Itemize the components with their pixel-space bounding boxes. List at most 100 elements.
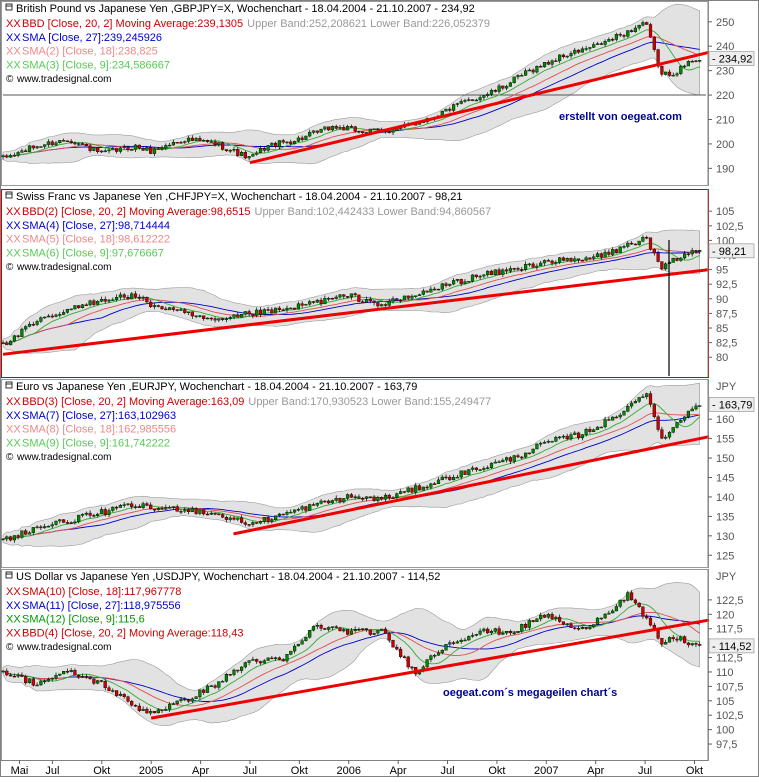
candle-body — [353, 496, 357, 498]
candle-body — [224, 517, 228, 520]
candle-body — [577, 432, 581, 439]
candle-body — [293, 141, 297, 144]
candle-body — [395, 647, 399, 650]
candle-body — [274, 307, 278, 314]
candle-body — [542, 260, 547, 264]
candle-body — [448, 476, 452, 481]
y-tick-label: 145 — [716, 473, 734, 485]
candle-body — [429, 483, 433, 488]
candle-body — [213, 141, 217, 146]
candle-body — [62, 140, 66, 142]
candle-body — [346, 126, 350, 131]
last-value-box — [708, 243, 755, 259]
legend-xx-marker: XX — [6, 410, 21, 422]
candle-body — [698, 644, 702, 646]
y-tick-label: 130 — [716, 531, 734, 543]
candle-body — [266, 657, 270, 661]
candle-body — [194, 138, 198, 141]
candle-body — [580, 627, 584, 630]
candle-body — [277, 657, 281, 660]
candle-body — [524, 452, 528, 458]
chart-title: Euro vs Japanese Yen ,EURJPY, Wochenchar… — [16, 381, 417, 393]
legend-entry: SMA(5) [Close, 18]:98,612222 — [22, 234, 170, 246]
candle-body — [92, 678, 96, 684]
legend-entry: SMA(4) [Close, 27]:98,714444 — [22, 220, 170, 232]
candle-body — [156, 709, 160, 714]
candle-body — [463, 281, 467, 284]
candle-body — [512, 632, 516, 634]
candle-body — [448, 108, 452, 111]
candle-body — [270, 519, 274, 522]
candle-body — [209, 685, 213, 687]
candle-body — [406, 656, 410, 668]
y-tick-label: 95 — [716, 265, 728, 277]
candle-body — [213, 513, 217, 515]
candle-body — [679, 257, 683, 261]
candle-body — [565, 623, 569, 626]
candle-body — [239, 151, 244, 156]
candle-body — [573, 49, 577, 54]
y-tick-label: 97,5 — [716, 739, 737, 751]
candle-body — [383, 304, 388, 306]
candle-body — [24, 150, 28, 153]
candle-body — [190, 508, 194, 512]
candle-body — [20, 530, 24, 538]
candle-body — [293, 307, 297, 310]
candle-body — [671, 258, 675, 263]
candle-body — [622, 411, 626, 416]
candle-body — [633, 27, 637, 32]
candle-body — [262, 517, 266, 522]
candle-body — [43, 526, 47, 529]
candle-body — [482, 95, 486, 98]
x-tick-label: Mai — [11, 765, 29, 777]
candle-body — [577, 628, 581, 630]
candle-body — [512, 76, 516, 83]
candle-body — [656, 416, 660, 430]
candle-body — [376, 128, 380, 130]
candle-body — [156, 305, 160, 307]
candle-body — [202, 689, 206, 693]
candle-body — [584, 257, 588, 261]
candle-body — [103, 299, 107, 302]
candle-body — [527, 620, 531, 628]
candle-body — [338, 627, 342, 632]
candle-body — [505, 269, 509, 272]
candle-body — [482, 628, 486, 632]
candle-body — [133, 705, 138, 707]
candle-body — [323, 298, 327, 304]
candle-body — [35, 146, 39, 149]
candle-body — [399, 491, 403, 494]
candle-body — [542, 62, 547, 68]
candle-body — [293, 509, 297, 513]
candle-body — [486, 467, 490, 469]
candle-body — [141, 147, 145, 151]
candle-body — [569, 623, 573, 628]
candle-body — [667, 637, 672, 643]
candle-body — [641, 606, 645, 617]
candle-body — [577, 49, 581, 53]
candle-body — [546, 260, 550, 262]
candle-body — [402, 491, 406, 493]
candle-body — [130, 503, 134, 507]
candle-body — [281, 309, 285, 311]
candle-body — [433, 483, 437, 485]
candle-body — [160, 306, 164, 310]
candle-body — [133, 144, 138, 150]
candle-body — [694, 250, 698, 252]
candle-body — [243, 151, 247, 159]
candle-body — [46, 141, 50, 145]
candle-body — [220, 318, 225, 320]
candle-body — [603, 41, 607, 45]
candle-body — [448, 642, 452, 645]
candle-body — [285, 141, 289, 144]
candle-body — [330, 626, 334, 628]
candle-body — [255, 152, 259, 155]
candle-body — [315, 625, 319, 627]
candle-body — [569, 53, 573, 57]
y-tick-label: 102,5 — [716, 221, 744, 233]
candle-body — [637, 397, 641, 402]
y-tick-label: 80 — [716, 352, 728, 364]
candle-body — [209, 513, 213, 515]
candle-body — [698, 60, 702, 62]
candle-body — [516, 455, 520, 458]
